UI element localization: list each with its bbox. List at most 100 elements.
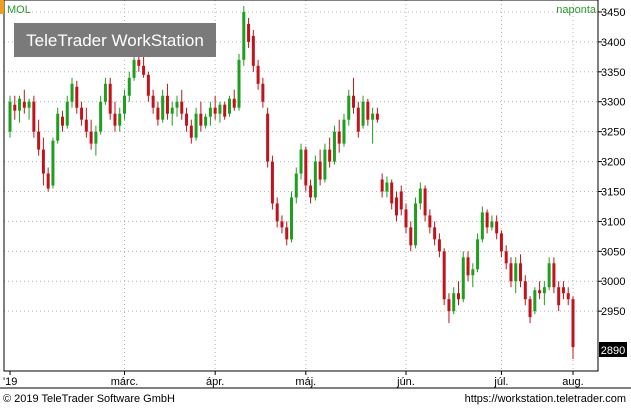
candle-body [342,119,346,144]
x-tick-label: máj. [295,376,316,388]
candle-body [103,83,107,102]
candle-body [476,239,480,270]
candle-body [480,212,484,240]
candle-body [538,290,542,294]
candle-body [146,74,150,96]
candle-body [80,107,84,120]
candle-body [180,101,184,114]
candle-body [161,95,165,120]
candle-body [313,161,317,198]
candle-body [490,221,494,228]
candle-body [566,293,570,300]
candle-body [256,65,260,84]
x-tick-label: márc. [111,376,139,388]
candle-body [41,149,45,174]
candle-body [332,131,336,162]
last-price-box [599,342,627,357]
plot-frame [3,0,599,372]
candle-body [75,86,79,108]
x-tick-label: aug. [562,376,583,388]
period-label[interactable]: naponta [556,4,597,16]
candle-body [56,113,60,141]
watermark-box [14,23,216,57]
candle-body [270,161,274,204]
candle-body [509,263,513,282]
candle-body [199,113,203,126]
candle-body [223,104,227,117]
candle-body [318,161,322,180]
candle-body [437,239,441,252]
candle-body [218,104,222,114]
candle-body [428,215,432,228]
candle-body [189,125,193,138]
candle-body [127,77,131,96]
candle-body [495,221,499,234]
candle-body [227,98,231,114]
x-tick-label: ápr. [206,376,224,388]
y-tick-label: 3300 [601,97,625,109]
candle-body [275,203,279,222]
candle-body [547,263,551,288]
candle-body [418,188,422,204]
candle-body [247,23,251,42]
candle-body [456,293,460,300]
x-tick-label: jún. [396,376,415,388]
candle-body [213,107,217,114]
candle-body [466,257,470,276]
footer-url[interactable]: https://workstation.teletrader.com [465,393,626,405]
x-tick-label: júl. [493,376,508,388]
candle-body [309,185,313,198]
candle-body [394,197,398,216]
watermark-text: TeleTrader WorkStation [26,31,204,50]
candle-body [60,116,64,126]
candle-body [561,287,565,294]
candle-body [514,263,518,282]
candle-body [32,101,36,132]
candle-body [423,188,427,216]
y-tick-label: 3250 [601,127,625,139]
last-price-marker: 2890 [599,342,627,357]
candle-body [185,113,189,126]
candle-body [404,209,408,228]
candle-body [99,101,103,132]
y-tick-label: 3100 [601,216,625,228]
candle-body [237,59,241,108]
candle-body [142,65,146,75]
candle-body [118,113,122,126]
candle-body [385,182,389,192]
candle-body [352,95,356,108]
candle-body [499,233,503,252]
candle-body [356,107,360,132]
candle-body [108,83,112,114]
candle-body [290,197,293,240]
watermark: TeleTrader WorkStation [14,23,216,57]
candle-body [347,95,351,120]
candle-body [151,95,155,108]
candle-body [123,95,127,114]
candle-body [27,101,31,108]
y-tick-label: 3050 [601,246,625,258]
y-tick-label: 3400 [601,37,625,49]
candle-body [528,299,532,318]
candle-body [461,257,465,300]
candle-body [523,281,527,300]
candle-body [165,95,169,114]
candle-body [113,113,117,126]
candle-body [65,101,69,126]
candle-body [232,98,236,108]
footer-copyright: © 2019 TeleTrader Software GmbH [3,393,175,405]
candle-body [571,299,575,348]
y-tick-label: 2950 [601,306,625,318]
candle-body [132,59,136,78]
candle-body [471,269,475,276]
candle-body [251,35,255,66]
candle-body [542,287,546,294]
candle-body [70,83,74,102]
candle-body [204,116,208,126]
candle-body [533,290,537,312]
candles [8,5,575,360]
candle-body [366,101,370,120]
candle-body [371,113,375,120]
candle-body [94,131,98,144]
